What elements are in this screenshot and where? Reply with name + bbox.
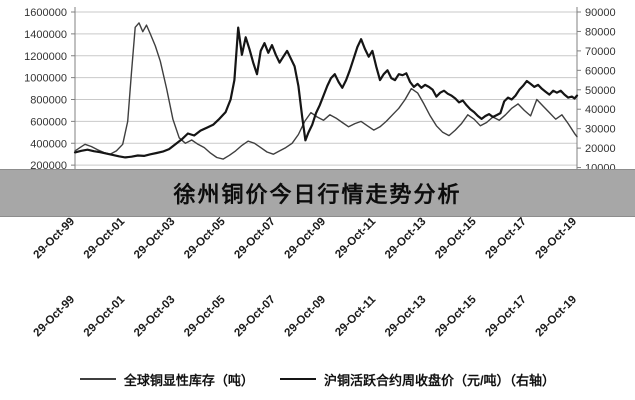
right-axis-tick-label: 50000 [585, 85, 616, 97]
x-axis-date-label: 29-Oct-09 [283, 294, 329, 340]
left-axis-tick-label: 400000 [30, 138, 67, 150]
x-axis-date-label: 29-Oct-13 [383, 294, 429, 340]
legend-label-inventory: 全球铜显性库存（吨） [123, 372, 254, 388]
legend-label-price: 沪铜活跃合约周收盘价（元/吨）（右轴） [323, 372, 556, 388]
x-axis-date-label: 29-Oct-01 [82, 293, 128, 339]
x-axis-date-label: 29-Oct-01 [82, 215, 128, 261]
right-axis-tick-label: 80000 [585, 26, 616, 38]
legend-item-inventory: 全球铜显性库存（吨） [79, 370, 254, 389]
x-axis-date-label: 29-Oct-03 [132, 216, 178, 262]
x-axis-date-label: 29-Oct-09 [283, 216, 329, 262]
x-axis-date-label: 29-Oct-03 [132, 294, 178, 340]
inventory-line-swatch [79, 378, 116, 380]
x-axis-date-label: 29-Oct-07 [232, 216, 278, 262]
x-axis-date-label: 29-Oct-19 [534, 294, 580, 340]
x-axis-date-label: 29-Oct-05 [182, 293, 228, 339]
series-line-1 [73, 26, 579, 159]
right-axis-tick-label: 30000 [585, 124, 616, 136]
right-axis-tick-label: 60000 [585, 65, 616, 77]
title-banner: 徐州铜价今日行情走势分析 [0, 169, 635, 217]
x-axis-date-label: 29-Oct-11 [333, 215, 379, 261]
right-axis-tick-label: 20000 [585, 143, 616, 155]
banner-title: 徐州铜价今日行情走势分析 [173, 182, 462, 207]
left-axis-tick-label: 1000000 [24, 73, 67, 85]
x-axis-date-label: 29-Oct-15 [433, 215, 479, 261]
x-axis-date-label: 29-Oct-17 [483, 294, 529, 340]
chart-legend: 全球铜显性库存（吨） 沪铜活跃合约周收盘价（元/吨）（右轴） [0, 364, 635, 394]
x-axis-date-label: 29-Oct-07 [232, 294, 278, 340]
legend-item-price: 沪铜活跃合约周收盘价（元/吨）（右轴） [279, 370, 556, 389]
right-axis-tick-label: 70000 [585, 46, 616, 58]
x-axis-date-label: 29-Oct-99 [32, 294, 78, 340]
left-axis-tick-label: 600000 [30, 116, 67, 128]
left-axis-tick-label: 1200000 [24, 51, 67, 63]
x-axis-date-label: 29-Oct-99 [32, 216, 78, 262]
x-axis-date-label: 29-Oct-13 [383, 216, 429, 262]
x-axis-date-label: 29-Oct-17 [483, 216, 529, 262]
right-axis-tick-label: 90000 [585, 7, 616, 19]
x-axis-date-label: 29-Oct-19 [534, 216, 580, 262]
x-axis-date-label: 29-Oct-15 [433, 293, 479, 339]
x-axis-date-label: 29-Oct-11 [333, 293, 379, 339]
left-axis-tick-label: 1600000 [24, 7, 67, 19]
left-axis-tick-label: 1400000 [24, 29, 67, 41]
x-axis-date-label: 29-Oct-05 [182, 215, 228, 261]
left-axis-tick-label: 800000 [30, 95, 67, 107]
right-axis-tick-label: 40000 [585, 104, 616, 116]
price-line-swatch [279, 378, 316, 380]
